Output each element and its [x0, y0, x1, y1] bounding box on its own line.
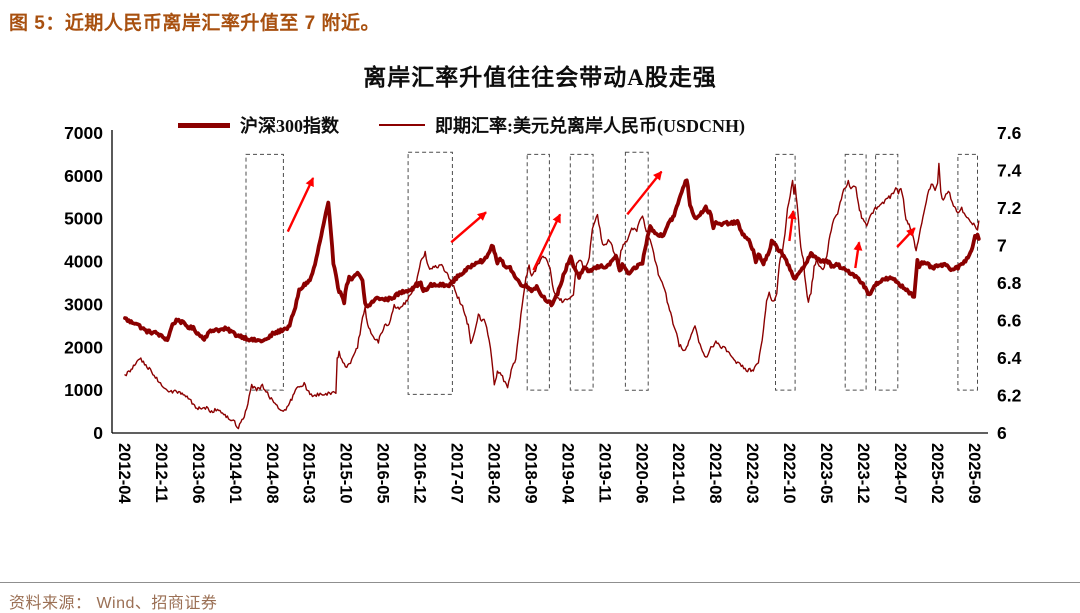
svg-text:2012-04: 2012-04	[115, 443, 133, 504]
svg-text:2013-06: 2013-06	[189, 443, 207, 504]
svg-text:0: 0	[93, 423, 103, 443]
svg-text:7.4: 7.4	[997, 161, 1022, 181]
svg-text:2000: 2000	[64, 337, 103, 357]
svg-text:2021-01: 2021-01	[669, 443, 687, 504]
svg-text:2014-01: 2014-01	[226, 443, 244, 504]
highlight-boxes	[245, 151, 979, 395]
chart-title: 离岸汇率升值往往会带动A股走强	[363, 65, 717, 90]
legend-label-usdcnh: 即期汇率:美元兑离岸人民币(USDCNH)	[435, 116, 745, 136]
svg-text:2024-07: 2024-07	[891, 443, 909, 504]
svg-text:2015-03: 2015-03	[300, 443, 318, 504]
left-axis-labels: 0 1000 2000 3000 4000 5000 6000 7000	[64, 123, 103, 443]
svg-text:2025-02: 2025-02	[928, 443, 946, 504]
svg-text:7.6: 7.6	[997, 123, 1022, 143]
svg-text:2019-04: 2019-04	[558, 443, 576, 504]
svg-text:6000: 6000	[64, 166, 103, 186]
svg-text:6.2: 6.2	[997, 386, 1022, 406]
legend-item-csi300: 沪深300指数	[178, 112, 339, 138]
usdcnh-line-swatch	[379, 124, 425, 126]
svg-text:7000: 7000	[64, 123, 103, 143]
svg-text:7.2: 7.2	[997, 198, 1022, 218]
svg-text:2023-05: 2023-05	[817, 443, 835, 504]
svg-text:2015-10: 2015-10	[337, 443, 355, 504]
svg-text:1000: 1000	[64, 380, 103, 400]
svg-text:2016-12: 2016-12	[411, 443, 429, 504]
csi300-line-swatch	[178, 122, 230, 128]
chart-legend: 沪深300指数 即期汇率:美元兑离岸人民币(USDCNH)	[178, 112, 745, 138]
svg-text:6.6: 6.6	[997, 311, 1022, 331]
right-axis-labels: 6 6.2 6.4 6.6 6.8 7 7.2 7.4 7.6	[997, 123, 1022, 443]
svg-text:2022-10: 2022-10	[780, 443, 798, 504]
svg-text:2017-07: 2017-07	[448, 443, 466, 504]
svg-text:2016-05: 2016-05	[374, 443, 392, 504]
svg-text:2018-02: 2018-02	[485, 443, 503, 504]
source-note: 资料来源： Wind、招商证券	[9, 595, 218, 612]
trend-arrows	[286, 170, 916, 271]
svg-text:2020-06: 2020-06	[632, 443, 650, 504]
svg-text:2023-12: 2023-12	[854, 443, 872, 504]
svg-text:2019-11: 2019-11	[595, 443, 613, 503]
svg-text:4000: 4000	[64, 252, 103, 272]
svg-text:6.8: 6.8	[997, 273, 1022, 293]
csi300-series-line	[123, 178, 981, 344]
legend-label-csi300: 沪深300指数	[240, 116, 339, 136]
footer-divider	[0, 582, 1080, 583]
svg-text:6: 6	[997, 423, 1007, 443]
x-axis-labels: 2012-04 2012-11 2013-06 2014-01 2014-08 2015-…	[115, 443, 983, 504]
svg-text:5000: 5000	[64, 209, 103, 229]
legend-item-usdcnh: 即期汇率:美元兑离岸人民币(USDCNH)	[379, 112, 745, 138]
figure-caption: 图 5：近期人民币离岸汇率升值至 7 附近。	[9, 13, 380, 34]
svg-text:2022-03: 2022-03	[743, 443, 761, 504]
svg-text:2025-09: 2025-09	[965, 443, 983, 504]
svg-text:2021-08: 2021-08	[706, 443, 724, 504]
svg-text:2018-09: 2018-09	[521, 443, 539, 504]
svg-text:2014-08: 2014-08	[263, 443, 281, 504]
svg-text:7: 7	[997, 236, 1007, 256]
axes	[111, 130, 988, 434]
svg-text:3000: 3000	[64, 294, 103, 314]
usdcnh-series-line	[124, 162, 980, 430]
svg-text:6.4: 6.4	[997, 348, 1022, 368]
svg-text:2012-11: 2012-11	[152, 443, 170, 503]
